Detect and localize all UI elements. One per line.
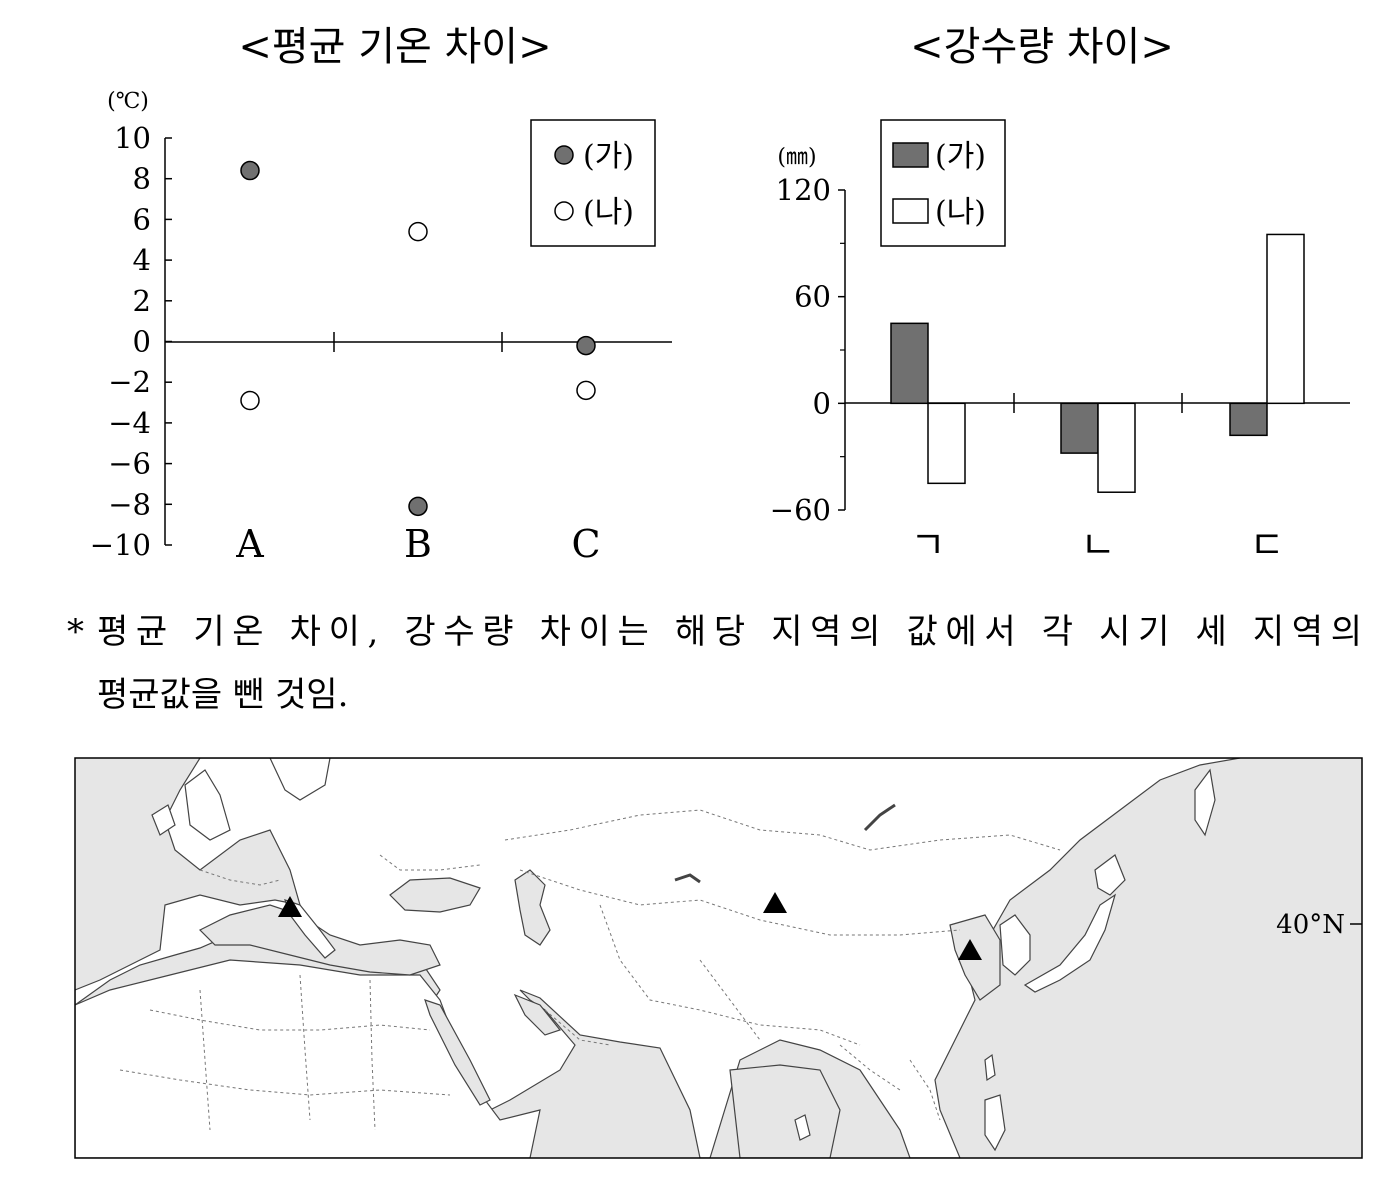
temperature-category-label: B xyxy=(404,522,432,566)
temperature-point-na xyxy=(240,390,260,411)
temperature-y-tick-label: −6 xyxy=(108,447,151,481)
temperature-y-tick-label: 8 xyxy=(133,162,151,196)
footnote-line-2: 평균값을 뺀 것임. xyxy=(97,675,348,715)
temperature-point-ga xyxy=(576,335,596,356)
precipitation-legend-box xyxy=(880,119,1006,247)
temperature-y-tick-label: 6 xyxy=(133,202,151,236)
precipitation-legend-open-swatch-icon xyxy=(892,198,929,224)
map-land xyxy=(75,758,1241,1158)
precipitation-bar-na xyxy=(1097,402,1136,493)
temperature-y-tick-label: 10 xyxy=(114,121,151,155)
temperature-category-label: A xyxy=(235,522,264,566)
precipitation-y-tick-label: 0 xyxy=(813,386,831,420)
temperature-y-tick-label: 4 xyxy=(133,243,151,277)
precipitation-legend-filled-swatch-icon xyxy=(892,142,929,168)
precipitation-category-label: ㄱ xyxy=(911,523,946,567)
footnote-line-1: 평균 기온 차이, 강수량 차이는 해당 지역의 값에서 각 시기 세 지역의 xyxy=(97,612,1362,652)
temperature-point-ga xyxy=(408,496,428,517)
temperature-legend-open-circle-icon xyxy=(554,201,574,221)
site-triangle-italy-icon xyxy=(278,896,302,917)
temperature-chart: <평균 기온 차이> (℃) 10 8 6 4 2 0 −2 −4 −6 −8 −10 A B C (가… xyxy=(90,24,672,566)
footnote-marker: * xyxy=(67,612,84,652)
site-triangle-mongolia-icon xyxy=(763,892,787,913)
precipitation-unit-label: (㎜) xyxy=(777,145,816,170)
temperature-legend-box xyxy=(530,119,656,247)
temperature-y-tick-label: −2 xyxy=(108,365,151,399)
precipitation-y-tick-label: −60 xyxy=(770,493,831,527)
precipitation-legend-na-label: (나) xyxy=(935,195,986,230)
precipitation-bar-na xyxy=(927,402,966,485)
temperature-point-ga xyxy=(240,160,260,181)
temperature-y-tick-label: 0 xyxy=(133,325,151,359)
precipitation-bar-ga xyxy=(1229,402,1268,437)
temperature-legend-na-label: (나) xyxy=(583,195,634,230)
temperature-unit-label: (℃) xyxy=(107,89,149,114)
precipitation-chart-title: <강수량 차이> xyxy=(910,24,1174,70)
temperature-y-tick-label: −4 xyxy=(108,406,151,440)
precipitation-bar-ga xyxy=(890,322,929,405)
eurasia-map: 40°N xyxy=(74,757,1363,1159)
temperature-category-label: C xyxy=(571,522,600,566)
precipitation-y-tick-label: 120 xyxy=(776,173,831,207)
temperature-y-tick-label: −8 xyxy=(108,487,151,521)
temperature-legend-filled-circle-icon xyxy=(554,145,574,165)
precipitation-chart: <강수량 차이> (㎜) 120 60 0 −60 ㄱ ㄴ ㄷ (가) (나) xyxy=(770,24,1350,567)
latitude-label: 40°N xyxy=(1276,910,1345,940)
precipitation-category-label: ㄴ xyxy=(1081,523,1116,567)
temperature-y-tick-label: −10 xyxy=(90,528,151,562)
map-frame xyxy=(74,757,1363,1159)
footnote: * 평균 기온 차이, 강수량 차이는 해당 지역의 값에서 각 시기 세 지역… xyxy=(67,612,1362,715)
temperature-chart-title: <평균 기온 차이> xyxy=(238,24,551,70)
temperature-y-tick-label: 2 xyxy=(133,284,151,318)
precipitation-bar-ga xyxy=(1060,402,1099,454)
precipitation-bar-na xyxy=(1266,233,1305,405)
temperature-legend-ga-label: (가) xyxy=(583,139,634,174)
temperature-point-na xyxy=(576,380,596,401)
precipitation-legend-ga-label: (가) xyxy=(935,139,986,174)
site-triangle-china-icon xyxy=(958,939,982,960)
temperature-point-na xyxy=(408,221,428,242)
precipitation-y-tick-label: 60 xyxy=(794,280,831,314)
precipitation-category-label: ㄷ xyxy=(1250,523,1285,567)
